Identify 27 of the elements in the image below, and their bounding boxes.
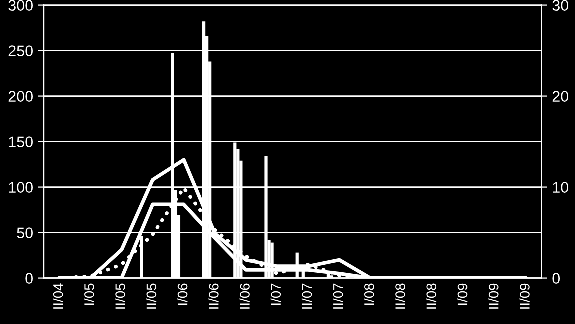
x-tick-label: I/07 <box>270 284 282 306</box>
x-tick-label: II/05 <box>115 284 126 309</box>
y-tick-label: 250 <box>8 46 33 56</box>
x-tick-label: I/08 <box>364 284 374 306</box>
x-tick-label: I/09 <box>457 284 468 306</box>
y2-tick-label: 10 <box>553 182 569 193</box>
y-tick-label: 100 <box>9 182 33 193</box>
y2-tick-label: 0 <box>552 273 560 284</box>
x-tick-label: II/06 <box>208 284 219 309</box>
y-tick-label: 150 <box>9 136 33 148</box>
x-tick-label: I/06 <box>178 284 188 306</box>
y-tick-label: 200 <box>8 91 33 102</box>
x-tick-label: II/07 <box>302 284 312 309</box>
x-tick-label: II/07 <box>333 284 344 309</box>
y-tick-label: 300 <box>8 0 33 11</box>
x-tick-label: I/05 <box>84 284 94 306</box>
x-tick-label: II/04 <box>53 284 64 309</box>
x-tick-label: II/06 <box>240 284 250 309</box>
x-tick-label: II/09 <box>488 284 499 309</box>
y-tick-label: 0 <box>26 273 33 284</box>
y-tick-label: 50 <box>17 228 33 238</box>
y2-tick-label: 30 <box>552 0 569 11</box>
y2-tick-label: 20 <box>552 91 569 102</box>
x-tick-label: II/08 <box>426 284 437 309</box>
x-tick-label: II/08 <box>395 284 406 309</box>
x-tick-label: II/09 <box>520 284 530 309</box>
x-tick-label: II/05 <box>146 284 157 309</box>
